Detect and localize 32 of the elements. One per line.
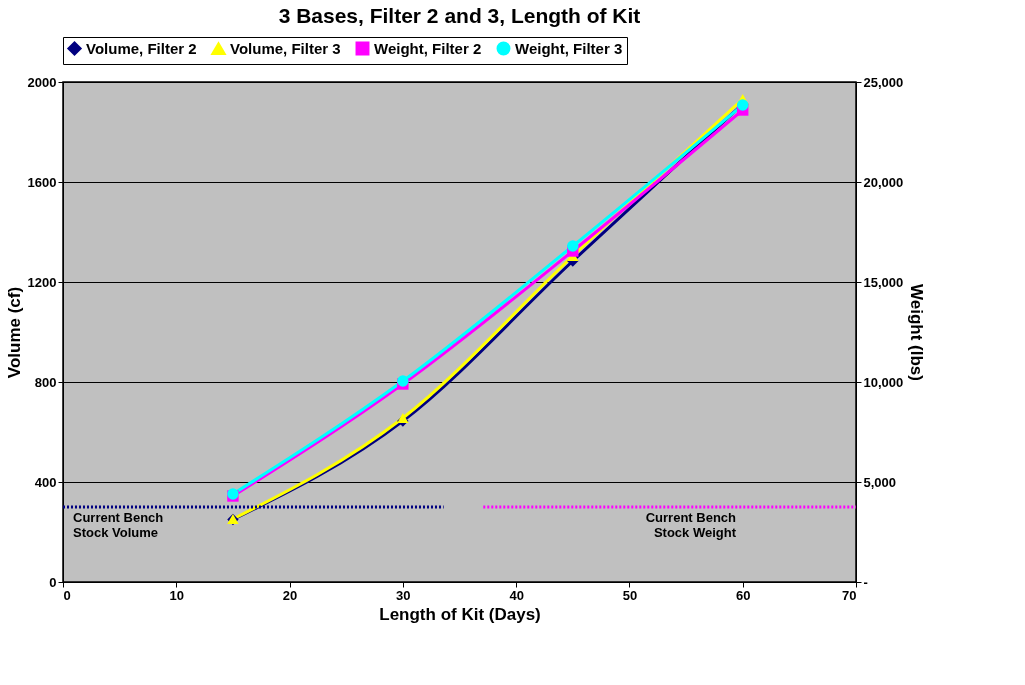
legend-label: Volume, Filter 2: [86, 39, 197, 57]
legend-label: Weight, Filter 3: [515, 39, 623, 57]
ref-line-label: Current Bench Stock Weight: [645, 510, 737, 540]
legend-label: Volume, Filter 3: [230, 39, 341, 57]
y2-tick-label: 25,000: [863, 74, 904, 90]
y-tick-label: 800: [34, 374, 57, 390]
y-tick-label: 0: [49, 574, 57, 590]
ref-line-label: Current Bench Stock Volume: [73, 510, 164, 540]
y-tick-label: 1200: [27, 274, 57, 290]
y2-tick-label: 5,000: [863, 474, 897, 490]
chart-title: 3 Bases, Filter 2 and 3, Length of Kit: [278, 3, 641, 27]
y2-tick-label: 15,000: [863, 274, 904, 290]
y2-tick-label: 20,000: [863, 174, 904, 190]
x-tick-label: 40: [509, 587, 524, 603]
x-tick-label: 70: [842, 587, 857, 603]
y-axis-title: Volume (cf): [4, 286, 24, 379]
y-tick-label: 400: [34, 474, 57, 490]
x-tick-label: 10: [169, 587, 185, 603]
x-tick-label: 60: [735, 587, 751, 603]
x-axis-title: Length of Kit (Days): [379, 604, 541, 624]
y2-tick-label: -: [863, 574, 868, 590]
x-tick-label: 30: [396, 587, 411, 603]
y2-tick-label: 10,000: [863, 374, 904, 390]
x-tick-label: 20: [282, 587, 298, 603]
y-tick-label: 2000: [27, 74, 57, 90]
point: [397, 413, 409, 423]
y-tick-label: 1600: [27, 174, 57, 190]
x-tick-label: 0: [63, 587, 71, 603]
y2-axis-title: Weight (lbs): [907, 284, 927, 381]
x-tick-label: 50: [622, 587, 638, 603]
legend-label: Weight, Filter 2: [374, 39, 482, 57]
point: [567, 240, 579, 252]
